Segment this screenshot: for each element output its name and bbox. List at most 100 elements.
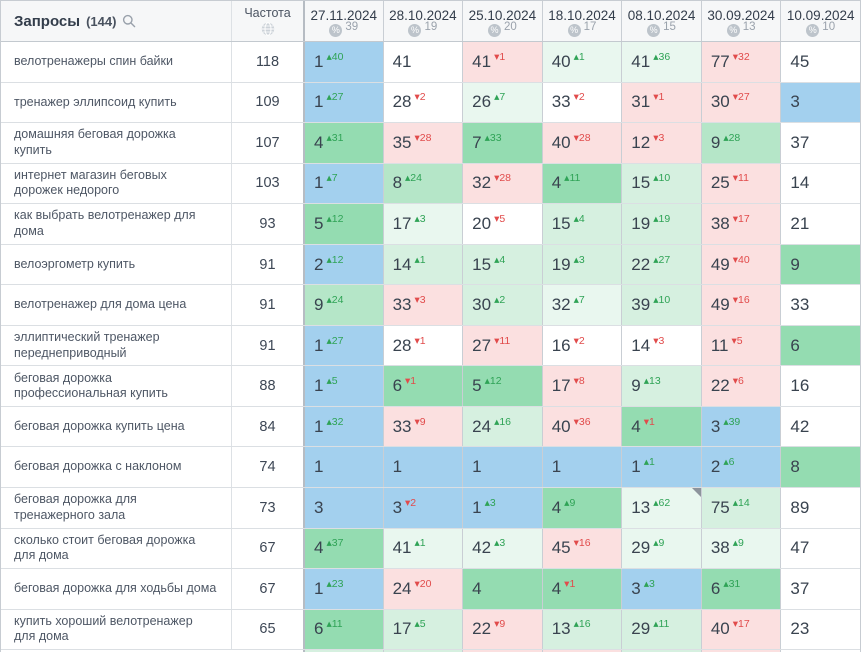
position-cell[interactable]: 40 ▾28: [541, 123, 622, 163]
position-cell[interactable]: 14 ▾3: [621, 325, 701, 366]
note-corner-icon[interactable]: [691, 488, 701, 498]
position-cell[interactable]: 3: [303, 488, 383, 528]
position-cell[interactable]: 40 ▾17: [700, 609, 781, 650]
position-cell[interactable]: 11 ▾5: [700, 325, 781, 366]
query-cell[interactable]: беговая дорожка для ходьбы дома: [1, 569, 232, 609]
position-cell[interactable]: 35 ▾28: [382, 123, 463, 163]
position-cell[interactable]: 23: [780, 609, 860, 650]
position-cell[interactable]: 1 ▴40: [303, 42, 383, 82]
date-column-header[interactable]: 08.10.2024% 15: [621, 1, 701, 41]
query-cell[interactable]: эллиптический тренажер переднеприводный: [1, 325, 232, 366]
query-cell[interactable]: беговая дорожка купить цена: [1, 406, 232, 447]
position-cell[interactable]: 1 ▴32: [303, 406, 383, 447]
position-cell[interactable]: 15 ▴4: [541, 204, 622, 244]
position-cell[interactable]: 17 ▾8: [541, 366, 622, 406]
position-cell[interactable]: 1 ▴5: [303, 366, 383, 406]
position-cell[interactable]: 4 ▴11: [541, 163, 622, 204]
position-cell[interactable]: 29 ▴11: [621, 609, 701, 650]
query-cell[interactable]: интернет магазин беговых дорожек недорог…: [1, 163, 232, 204]
position-cell[interactable]: 6 ▾1: [382, 366, 463, 406]
position-cell[interactable]: 40 ▾36: [541, 406, 622, 447]
position-cell[interactable]: 1: [382, 447, 463, 488]
position-cell[interactable]: 17 ▴3: [382, 204, 463, 244]
date-column-header[interactable]: 28.10.2024% 19: [382, 1, 463, 41]
position-cell[interactable]: 3: [780, 82, 860, 123]
position-cell[interactable]: 20 ▾5: [462, 204, 542, 244]
position-cell[interactable]: 22 ▴27: [621, 244, 701, 285]
position-cell[interactable]: 49 ▾16: [700, 285, 781, 325]
position-cell[interactable]: 49 ▾40: [700, 244, 781, 285]
position-cell[interactable]: 9 ▴28: [700, 123, 781, 163]
position-cell[interactable]: 22 ▾9: [462, 609, 542, 650]
position-cell[interactable]: 8 ▴24: [382, 163, 463, 204]
position-cell[interactable]: 38 ▴9: [700, 528, 781, 569]
position-cell[interactable]: 41: [382, 42, 463, 82]
position-cell[interactable]: 32 ▾28: [462, 163, 542, 204]
date-column-header[interactable]: 27.11.2024% 39: [303, 1, 383, 41]
position-cell[interactable]: 2 ▴12: [303, 244, 383, 285]
position-cell[interactable]: 22 ▾6: [700, 366, 781, 406]
query-cell[interactable]: купить хороший велотренажер для дома: [1, 609, 232, 650]
position-cell[interactable]: 1 ▴23: [303, 569, 383, 609]
position-cell[interactable]: 1: [462, 447, 542, 488]
position-cell[interactable]: 4 ▾1: [621, 406, 701, 447]
position-cell[interactable]: 19 ▴19: [621, 204, 701, 244]
position-cell[interactable]: 32 ▴7: [541, 285, 622, 325]
position-cell[interactable]: 5 ▴12: [303, 204, 383, 244]
position-cell[interactable]: 15 ▴4: [462, 244, 542, 285]
position-cell[interactable]: 8: [780, 447, 860, 488]
position-cell[interactable]: 25 ▾11: [700, 163, 781, 204]
query-cell[interactable]: тренажер эллипсоид купить: [1, 82, 232, 123]
position-cell[interactable]: 6 ▴11: [303, 609, 383, 650]
position-cell[interactable]: 3 ▴3: [621, 569, 701, 609]
position-cell[interactable]: 17 ▴5: [382, 609, 463, 650]
position-cell[interactable]: 30 ▴2: [462, 285, 542, 325]
position-cell[interactable]: 31 ▾1: [621, 82, 701, 123]
position-cell[interactable]: 29 ▴9: [621, 528, 701, 569]
query-cell[interactable]: велотренажеры спин байки: [1, 42, 232, 82]
position-cell[interactable]: 33 ▾2: [541, 82, 622, 123]
position-cell[interactable]: 77 ▾32: [700, 42, 781, 82]
position-cell[interactable]: 38 ▾17: [700, 204, 781, 244]
position-cell[interactable]: 14: [780, 163, 860, 204]
position-cell[interactable]: 4 ▴37: [303, 528, 383, 569]
position-cell[interactable]: 1 ▴7: [303, 163, 383, 204]
frequency-header[interactable]: Частота: [232, 1, 303, 41]
queries-header[interactable]: Запросы (144): [1, 1, 232, 41]
position-cell[interactable]: 16 ▾2: [541, 325, 622, 366]
position-cell[interactable]: 45: [780, 42, 860, 82]
position-cell[interactable]: 30 ▾27: [700, 82, 781, 123]
position-cell[interactable]: 1 ▴3: [462, 488, 542, 528]
position-cell[interactable]: 47: [780, 528, 860, 569]
position-cell[interactable]: 24 ▾20: [382, 569, 463, 609]
query-cell[interactable]: как выбрать велотренажер для дома: [1, 204, 232, 244]
position-cell[interactable]: 37: [780, 569, 860, 609]
query-cell[interactable]: беговая дорожка для тренажерного зала: [1, 488, 232, 528]
position-cell[interactable]: 19 ▴3: [541, 244, 622, 285]
query-cell[interactable]: домашняя беговая дорожка купить: [1, 123, 232, 163]
position-cell[interactable]: 4 ▴31: [303, 123, 383, 163]
globe-icon[interactable]: [261, 22, 275, 36]
position-cell[interactable]: 24 ▴16: [462, 406, 542, 447]
position-cell[interactable]: 3 ▾2: [382, 488, 463, 528]
position-cell[interactable]: 4: [462, 569, 542, 609]
position-cell[interactable]: 9 ▴13: [621, 366, 701, 406]
position-cell[interactable]: 1 ▴27: [303, 325, 383, 366]
position-cell[interactable]: 9 ▴24: [303, 285, 383, 325]
position-cell[interactable]: 4 ▾1: [541, 569, 622, 609]
position-cell[interactable]: 3 ▴39: [700, 406, 781, 447]
position-cell[interactable]: 27 ▾11: [462, 325, 542, 366]
position-cell[interactable]: 28 ▾1: [382, 325, 463, 366]
position-cell[interactable]: 26 ▴7: [462, 82, 542, 123]
query-cell[interactable]: сколько стоит беговая дорожка для дома: [1, 528, 232, 569]
position-cell[interactable]: 1: [303, 447, 383, 488]
date-column-header[interactable]: 30.09.2024% 13: [700, 1, 781, 41]
position-cell[interactable]: 75 ▴14: [700, 488, 781, 528]
position-cell[interactable]: 13 ▴62: [621, 488, 701, 528]
date-column-header[interactable]: 10.09.2024% 10: [780, 1, 860, 41]
position-cell[interactable]: 33: [780, 285, 860, 325]
position-cell[interactable]: 42: [780, 406, 860, 447]
query-cell[interactable]: беговая дорожка с наклоном: [1, 447, 232, 488]
position-cell[interactable]: 2 ▴6: [700, 447, 781, 488]
date-column-header[interactable]: 25.10.2024% 20: [462, 1, 542, 41]
